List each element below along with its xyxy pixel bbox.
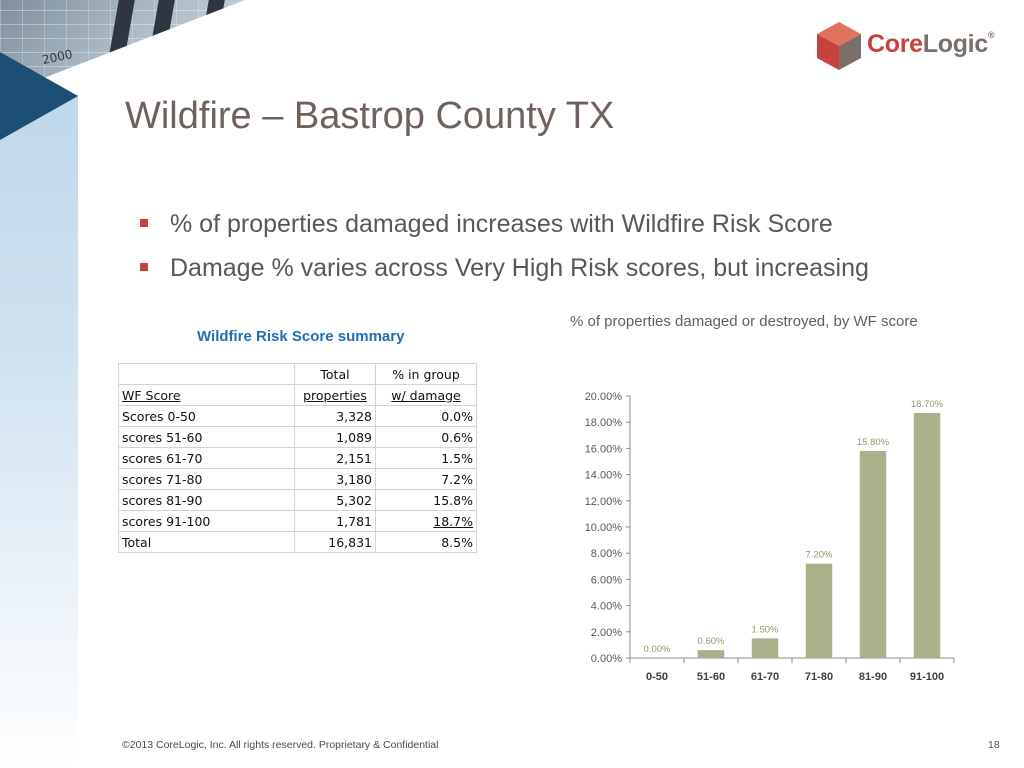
- bullet-text: Damage % varies across Very High Risk sc…: [170, 254, 869, 282]
- y-tick-label: 8.00%: [591, 548, 622, 560]
- table-cell: 3,180: [294, 468, 376, 490]
- table-cell: 0.6%: [375, 426, 477, 448]
- risk-summary-table: Total % in group WF Score properties w/ …: [118, 363, 477, 553]
- bar: [859, 451, 887, 658]
- table-row: Scores 0-50 3,328 0.0%: [118, 405, 477, 427]
- table-cell: 16,831: [294, 531, 376, 553]
- bar: [913, 413, 941, 658]
- bullet-item: % of properties damaged increases with W…: [140, 206, 869, 250]
- table-header-cell: w/ damage: [375, 384, 477, 406]
- table-cell: 2,151: [294, 447, 376, 469]
- table-total-row: Total 16,831 8.5%: [118, 531, 477, 553]
- table-cell: 8.5%: [375, 531, 477, 553]
- logo-wordmark: CoreLogic®: [867, 30, 995, 59]
- x-tick-label: 91-100: [910, 671, 944, 683]
- y-tick-label: 12.00%: [585, 496, 623, 508]
- table-header-cell: Total: [294, 363, 376, 385]
- table-cell: 1,089: [294, 426, 376, 448]
- bar: [697, 650, 725, 658]
- table-cell: scores 81-90: [118, 489, 295, 511]
- x-tick-label: 81-90: [859, 671, 887, 683]
- table-cell: Scores 0-50: [118, 405, 295, 427]
- slide-title: Wildfire – Bastrop County TX: [125, 95, 615, 137]
- bar-data-label: 18.70%: [911, 399, 944, 410]
- x-tick-label: 51-60: [697, 671, 725, 683]
- bar: [805, 563, 833, 658]
- bullet-text: % of properties damaged increases with W…: [170, 210, 833, 238]
- table-cell: 1,781: [294, 510, 376, 532]
- y-tick-label: 0.00%: [591, 653, 622, 665]
- table-header-cell: WF Score: [118, 384, 295, 406]
- table-cell: 3,328: [294, 405, 376, 427]
- table-header-row: Total % in group: [118, 363, 477, 385]
- logo-word-core: Core: [867, 30, 923, 58]
- y-tick-label: 14.00%: [585, 470, 623, 482]
- y-tick-label: 4.00%: [591, 601, 622, 613]
- footer-copyright: ©2013 CoreLogic, Inc. All rights reserve…: [122, 739, 439, 751]
- table-header-cell: [118, 363, 295, 385]
- bar-data-label: 0.00%: [644, 644, 671, 655]
- table-row: scores 71-80 3,180 7.2%: [118, 468, 477, 490]
- bar: [751, 638, 779, 658]
- table-header-cell: % in group: [375, 363, 477, 385]
- bullet-item: Damage % varies across Very High Risk sc…: [140, 250, 869, 294]
- y-tick-label: 18.00%: [585, 417, 623, 429]
- table-row: scores 91-100 1,781 18.7%: [118, 510, 477, 532]
- table-row: scores 81-90 5,302 15.8%: [118, 489, 477, 511]
- y-tick-label: 2.00%: [591, 627, 622, 639]
- bar-data-label: 1.50%: [752, 624, 779, 635]
- table-cell: scores 91-100: [118, 510, 295, 532]
- y-tick-label: 16.00%: [585, 443, 623, 455]
- table-cell: 0.0%: [375, 405, 477, 427]
- corner-dark-triangle: [0, 52, 78, 140]
- corelogic-cube-icon: [817, 22, 861, 70]
- table-title: Wildfire Risk Score summary: [197, 328, 405, 345]
- table-cell: 18.7%: [375, 510, 477, 532]
- square-bullet-icon: [140, 263, 148, 271]
- x-tick-label: 61-70: [751, 671, 779, 683]
- page-number: 18: [988, 739, 1000, 751]
- y-tick-label: 10.00%: [585, 522, 623, 534]
- table-cell: Total: [118, 531, 295, 553]
- x-tick-label: 71-80: [805, 671, 833, 683]
- y-tick-label: 20.00%: [585, 391, 623, 403]
- y-tick-label: 6.00%: [591, 574, 622, 586]
- logo-word-logic: Logic: [922, 30, 988, 58]
- table-cell: 1.5%: [375, 447, 477, 469]
- chart-title: % of properties damaged or destroyed, by…: [570, 313, 918, 330]
- table-cell: 15.8%: [375, 489, 477, 511]
- table-cell: 7.2%: [375, 468, 477, 490]
- bar-data-label: 15.80%: [857, 437, 890, 448]
- table-cell: scores 71-80: [118, 468, 295, 490]
- table-cell: 5,302: [294, 489, 376, 511]
- corelogic-logo: CoreLogic®: [815, 20, 995, 72]
- bar-data-label: 0.60%: [698, 636, 725, 647]
- logo-registered-mark: ®: [987, 30, 995, 40]
- damage-bar-chart: 0.00% 2.00% 4.00% 6.00% 8.00% 10.00% 12.00% 14.…: [585, 391, 955, 683]
- square-bullet-icon: [140, 219, 148, 227]
- table-row: scores 51-60 1,089 0.6%: [118, 426, 477, 448]
- table-header-row: WF Score properties w/ damage: [118, 384, 477, 406]
- bullet-list: % of properties damaged increases with W…: [140, 206, 869, 294]
- table-header-cell: properties: [294, 384, 376, 406]
- bar-data-label: 7.20%: [806, 550, 833, 561]
- table-cell: scores 61-70: [118, 447, 295, 469]
- table-row: scores 61-70 2,151 1.5%: [118, 447, 477, 469]
- x-tick-label: 0-50: [646, 671, 668, 683]
- table-cell: scores 51-60: [118, 426, 295, 448]
